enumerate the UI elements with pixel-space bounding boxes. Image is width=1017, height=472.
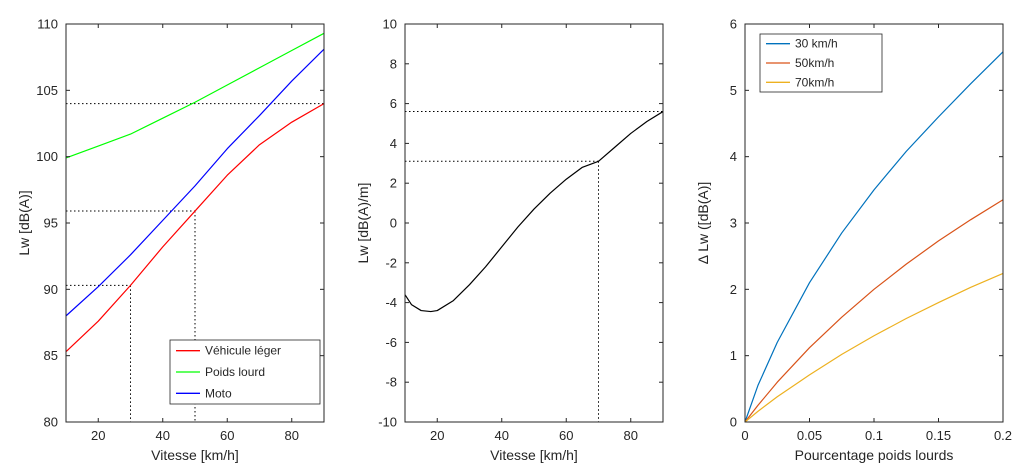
chart-1-x-tick-label: 20: [91, 428, 105, 443]
chart-3-x-axis-label: Pourcentage poids lourds: [795, 447, 954, 463]
chart-1-series-line-2: [65, 32, 325, 159]
chart-2-y-tick-label: 0: [390, 216, 397, 231]
chart-3-y-axis-label: Δ Lw ([dB(A)]: [695, 182, 711, 264]
chart-2-y-axis-label: Lw [dB(A)/m]: [355, 183, 371, 264]
chart-3-y-tick-label: 0: [730, 415, 737, 430]
chart-3-x-tick-label: 0.1: [865, 428, 883, 443]
chart-2-series-line-1: [404, 111, 664, 313]
chart-1-x-tick-label: 60: [220, 428, 234, 443]
chart-1-series-line-3: [65, 48, 325, 317]
chart-2-y-tick-label: -4: [385, 295, 397, 310]
chart-2-y-tick-label: 4: [390, 136, 397, 151]
chart-1-legend-label-2: Poids lourd: [205, 365, 265, 379]
chart-3-x-tick-label: 0: [741, 428, 748, 443]
chart-1-legend-label-1: Véhicule léger: [205, 344, 281, 358]
chart-3-y-tick-label: 2: [730, 282, 737, 297]
chart-1-y-axis-label: Lw [dB(A)]: [16, 190, 32, 255]
chart-2-y-tick-label: -6: [385, 335, 397, 350]
chart-1-y-tick-label: 100: [36, 149, 58, 164]
chart-3-legend-label-3: 70km/h: [795, 75, 834, 89]
chart-1-y-tick-label: 85: [44, 348, 58, 363]
chart-1-x-tick-label: 80: [285, 428, 299, 443]
chart-3-series-line-1: [744, 51, 1004, 423]
chart-3-y-tick-label: 6: [730, 17, 737, 32]
chart-3-y-tick-label: 1: [730, 348, 737, 363]
chart-2-x-tick-label: 60: [559, 428, 573, 443]
chart-3-legend-label-2: 50km/h: [795, 56, 834, 70]
chart-1-x-tick-label: 40: [156, 428, 170, 443]
chart-2-axes-box: [404, 23, 664, 423]
chart-1-y-tick-label: 110: [37, 17, 58, 32]
chart-1-y-tick-label: 95: [44, 216, 58, 231]
chart-3-y-tick-label: 5: [730, 83, 737, 98]
chart-2-x-tick-label: 80: [624, 428, 638, 443]
chart-2-x-tick-label: 20: [430, 428, 444, 443]
chart-2-y-tick-label: -2: [385, 255, 397, 270]
chart-3-series-line-2: [744, 199, 1004, 423]
chart-3-series-line-3: [744, 272, 1004, 423]
chart-3-x-tick-label: 0.15: [926, 428, 951, 443]
chart-2-y-tick-label: 10: [383, 17, 397, 32]
chart-2-x-tick-label: 40: [495, 428, 509, 443]
chart-2-y-tick-label: 6: [390, 96, 397, 111]
chart-3-y-tick-label: 4: [730, 149, 737, 164]
chart-2-y-tick-label: 2: [390, 176, 397, 191]
chart-1-y-tick-label: 80: [44, 415, 58, 430]
chart-2-x-axis-label: Vitesse [km/h]: [490, 447, 578, 463]
chart-3-x-tick-label: 0.2: [994, 428, 1012, 443]
chart-2-y-tick-label: -8: [385, 375, 397, 390]
chart-1-legend-label-3: Moto: [205, 386, 232, 400]
chart-2-y-tick-label: 8: [390, 56, 397, 71]
chart-2-y-tick-label: -10: [378, 415, 397, 430]
chart-3-legend-label-1: 30 km/h: [795, 37, 838, 51]
chart-3-x-tick-label: 0.05: [797, 428, 822, 443]
chart-1-series-line-1: [65, 103, 325, 353]
chart-1-x-axis-label: Vitesse [km/h]: [151, 447, 239, 463]
chart-1-y-tick-label: 90: [44, 282, 58, 297]
chart-3-y-tick-label: 3: [730, 216, 737, 231]
chart-1-y-tick-label: 105: [36, 83, 58, 98]
